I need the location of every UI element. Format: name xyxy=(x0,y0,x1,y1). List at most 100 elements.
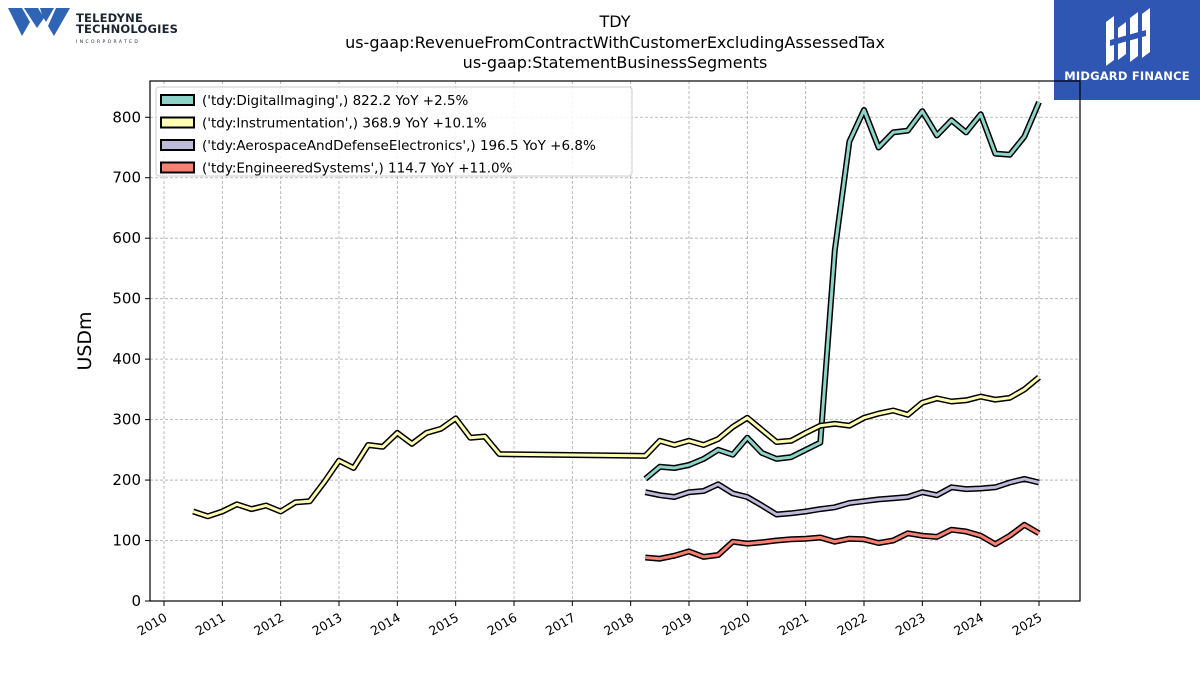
y-tick-label: 300 xyxy=(112,411,141,429)
data-point xyxy=(644,478,646,480)
data-point xyxy=(834,423,836,425)
data-point xyxy=(761,504,763,506)
data-point xyxy=(951,486,953,488)
data-point xyxy=(1009,397,1011,399)
data-point xyxy=(732,426,734,428)
data-point xyxy=(251,508,253,510)
data-point xyxy=(776,441,778,443)
data-point xyxy=(688,550,690,552)
data-point xyxy=(936,134,938,136)
data-point xyxy=(921,110,923,112)
data-point xyxy=(790,440,792,442)
data-point xyxy=(965,131,967,133)
data-point xyxy=(848,538,850,540)
data-point xyxy=(426,432,428,434)
data-point xyxy=(1023,388,1025,390)
data-point xyxy=(353,467,355,469)
data-point xyxy=(294,501,296,503)
legend-label: ('tdy:EngineeredSystems',) 114.7 YoY +11… xyxy=(202,161,513,177)
data-point xyxy=(878,413,880,415)
y-tick-label: 700 xyxy=(112,169,141,187)
data-point xyxy=(892,497,894,499)
data-point xyxy=(907,532,909,534)
x-tick-label: 2020 xyxy=(718,610,753,639)
data-point xyxy=(834,541,836,543)
data-point xyxy=(878,147,880,149)
data-point xyxy=(965,530,967,532)
data-point xyxy=(688,440,690,442)
legend-label: ('tdy:AerospaceAndDefenseElectronics',) … xyxy=(202,138,596,154)
series-line-3 xyxy=(645,523,1040,561)
brand-line-2: TECHNOLOGIES xyxy=(76,22,179,36)
data-point xyxy=(936,397,938,399)
data-point xyxy=(878,542,880,544)
data-point xyxy=(382,446,384,448)
midgard-logo-icon xyxy=(1106,8,1150,66)
data-point xyxy=(805,511,807,513)
data-point xyxy=(819,442,821,444)
data-point xyxy=(1038,481,1040,483)
data-point xyxy=(863,538,865,540)
series-outline-3 xyxy=(645,521,1041,562)
data-point xyxy=(994,399,996,401)
data-point xyxy=(761,452,763,454)
data-point xyxy=(644,491,646,493)
legend-box xyxy=(155,86,633,177)
data-point xyxy=(1038,101,1040,103)
legend-label: ('tdy:DigitalImaging',) 822.2 YoY +2.5% xyxy=(202,93,469,109)
legend-swatch xyxy=(160,161,195,174)
data-point xyxy=(498,453,500,455)
legend: ('tdy:DigitalImaging',) 822.2 YoY +2.5% (… xyxy=(155,86,633,177)
data-point xyxy=(703,458,705,460)
x-tick-label: 2016 xyxy=(484,610,519,639)
data-point xyxy=(309,500,311,502)
y-tick-label: 200 xyxy=(112,471,141,489)
y-tick-label: 600 xyxy=(112,229,141,247)
data-point xyxy=(455,417,457,419)
brand-name: TELEDYNE TECHNOLOGIES xyxy=(76,12,179,36)
x-tick-label: 2018 xyxy=(601,610,636,639)
data-point xyxy=(834,249,836,251)
series-line-2 xyxy=(644,477,1040,516)
y-axis-label: USDm xyxy=(74,311,96,370)
data-point xyxy=(805,538,807,540)
data-point xyxy=(892,540,894,542)
x-tick-label: 2012 xyxy=(251,610,286,639)
data-point xyxy=(965,488,967,490)
data-point xyxy=(892,410,894,412)
data-point xyxy=(338,460,340,462)
x-tick-label: 2013 xyxy=(309,610,344,639)
data-point xyxy=(790,512,792,514)
data-point xyxy=(819,508,821,510)
data-point xyxy=(484,436,486,438)
data-point xyxy=(761,541,763,543)
data-point xyxy=(761,429,763,431)
data-point xyxy=(1038,376,1040,378)
data-point xyxy=(921,491,923,493)
data-point xyxy=(746,437,748,439)
series-line-1 xyxy=(192,376,1040,518)
data-point xyxy=(659,494,661,496)
data-point xyxy=(659,558,661,560)
data-point xyxy=(1023,136,1025,138)
data-point xyxy=(659,466,661,468)
plot-frame xyxy=(149,80,1081,602)
data-point xyxy=(892,131,894,133)
data-point xyxy=(746,417,748,419)
x-tick-label: 2011 xyxy=(193,610,228,639)
x-tick-label: 2019 xyxy=(659,610,694,639)
chart-title: TDY xyxy=(599,12,631,31)
data-point xyxy=(644,556,646,558)
data-point xyxy=(790,456,792,458)
chart-subtitle-1: us-gaap:RevenueFromContractWithCustomerE… xyxy=(345,33,885,52)
legend-swatch xyxy=(160,94,195,106)
data-point xyxy=(746,496,748,498)
data-point xyxy=(848,502,850,504)
x-axis: 2010 2011 2012 2013 2014 2015 2016 2017 2018 2019… xyxy=(134,601,1045,639)
data-point xyxy=(732,454,734,456)
data-point xyxy=(688,491,690,493)
data-point xyxy=(1023,524,1025,526)
data-point xyxy=(732,541,734,543)
data-point xyxy=(951,529,953,531)
data-point xyxy=(703,556,705,558)
